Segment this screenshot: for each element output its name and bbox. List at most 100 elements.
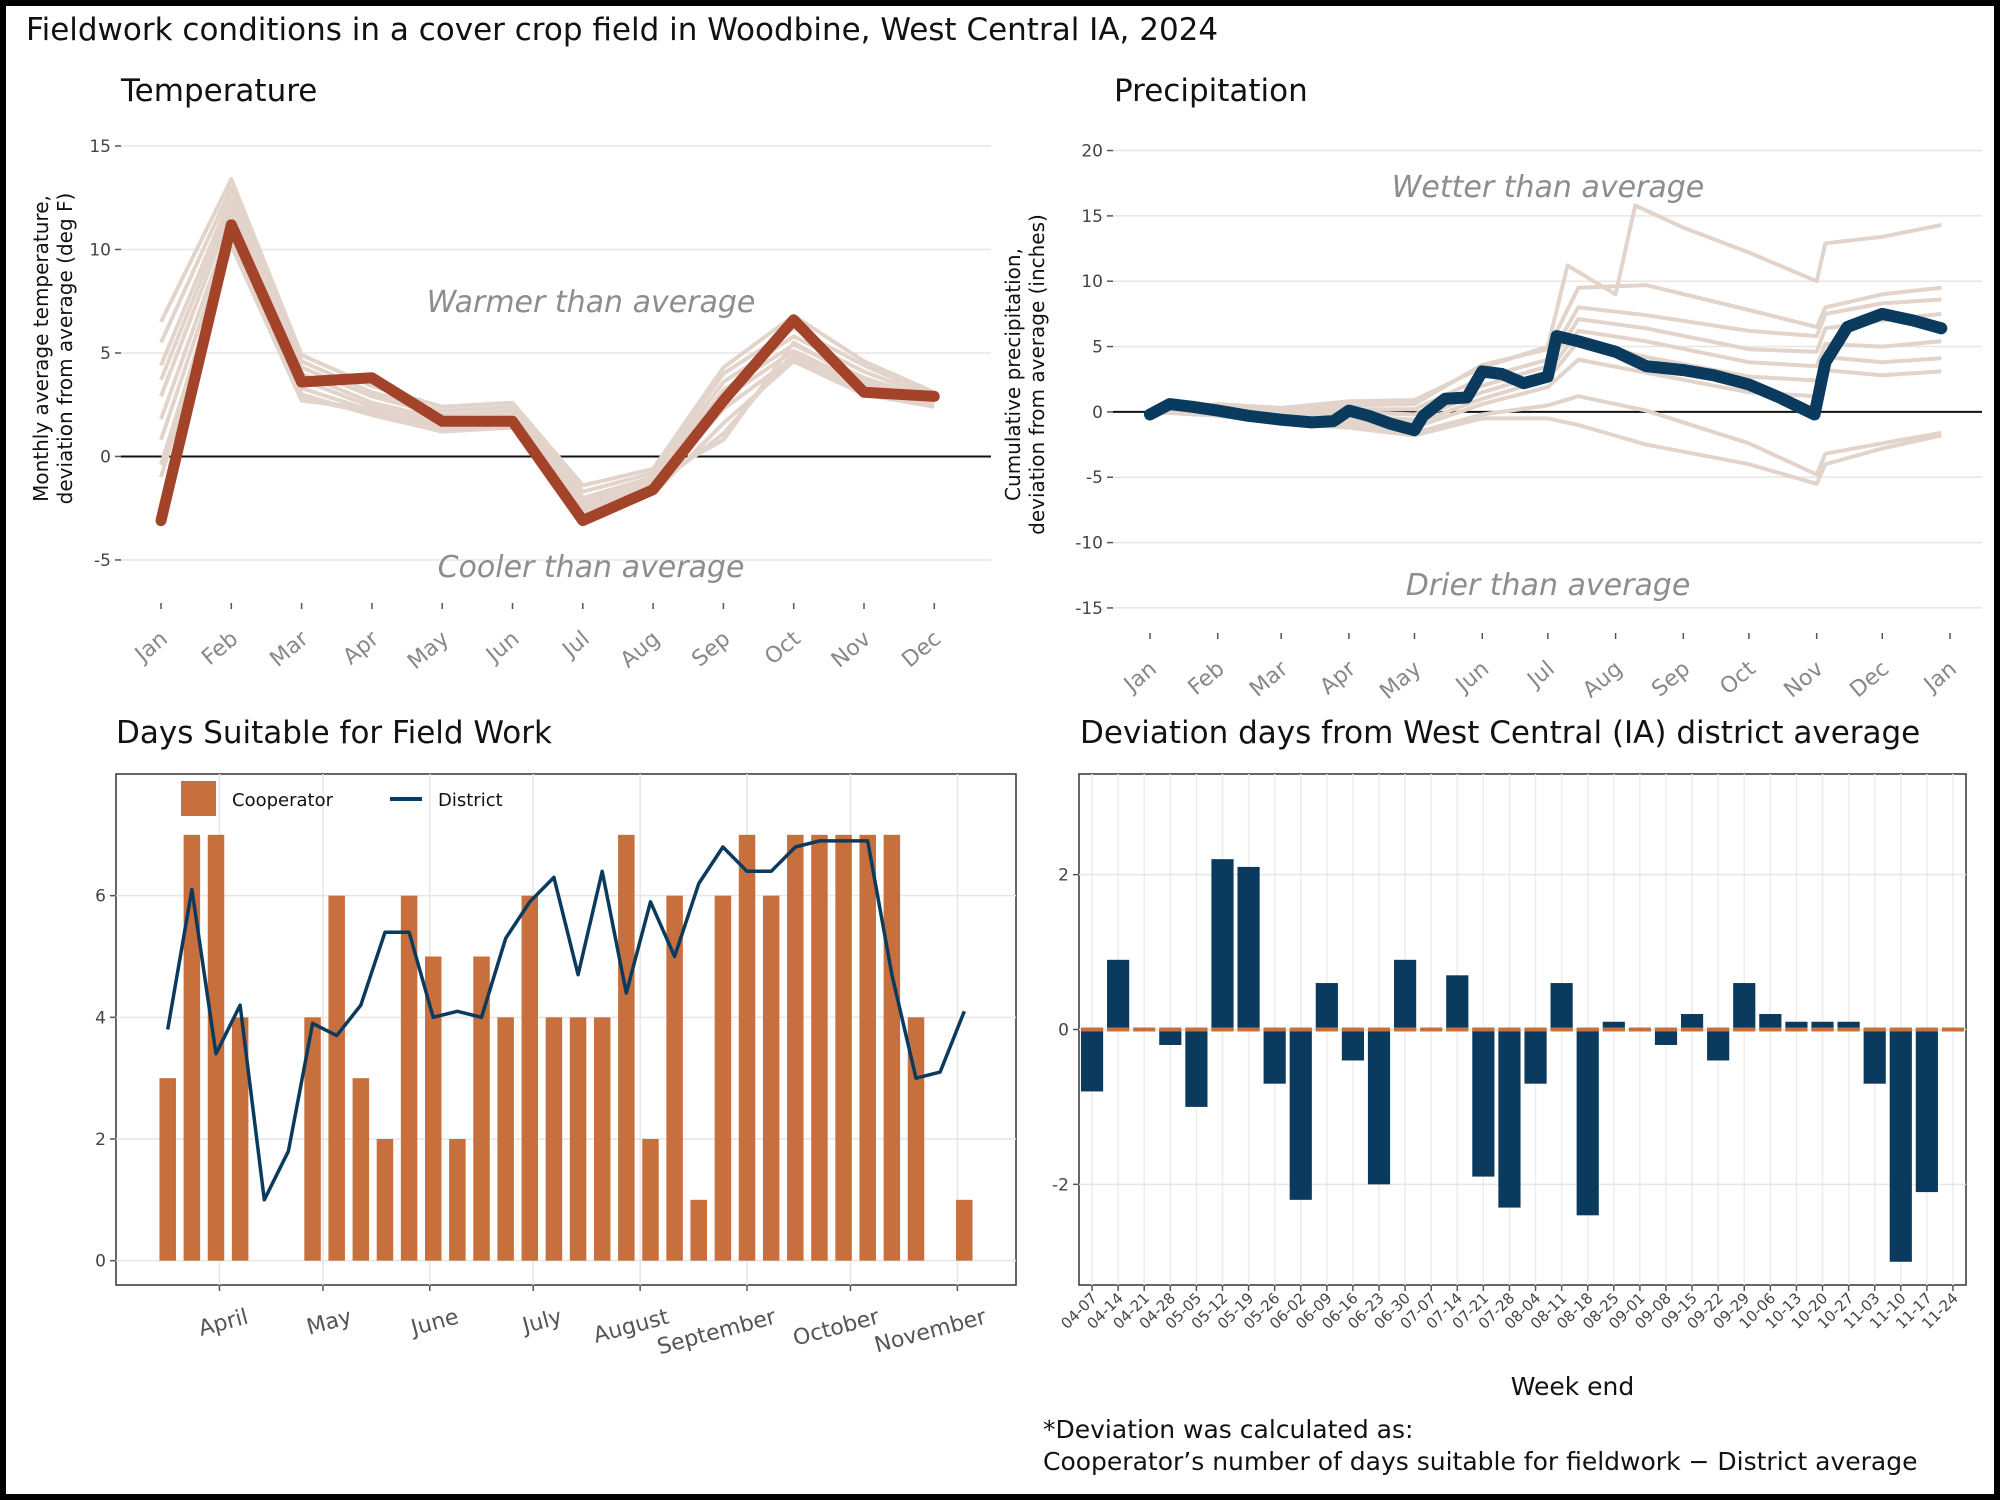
temperature-chart: Temperature -5 0 5 10 15 Monthly average tempe… <box>29 73 991 675</box>
cooperator-bar <box>738 834 756 1261</box>
precipitation-xtick-label: Feb <box>1184 656 1230 700</box>
deviation-bar <box>1524 1029 1547 1084</box>
deviation-bar <box>1811 1021 1834 1030</box>
precipitation-2024-line <box>1144 307 1948 437</box>
precipitation-xtick-label: Aug <box>1578 656 1627 703</box>
cooperator-bar <box>231 1017 249 1261</box>
deviation-bar <box>1394 959 1417 1030</box>
temperature-xtick-label: Nov <box>827 626 876 673</box>
cooperator-bar <box>714 895 732 1261</box>
days-suitable-xtick-label: July <box>518 1305 565 1340</box>
precipitation-ytick-label: 15 <box>1081 207 1103 227</box>
legend-district-label: District <box>438 790 503 811</box>
district-line <box>165 839 966 1202</box>
temperature-ylabel: Monthly average temperature,deviation fr… <box>29 193 77 505</box>
footnote: *Deviation was calculated as: Cooperator… <box>1043 1414 1917 1478</box>
precipitation-xtick-label: Jan <box>1918 656 1962 698</box>
cooperator-bar <box>762 895 780 1261</box>
deviation-bar <box>1889 1029 1912 1262</box>
cooperator-bar <box>859 834 876 1261</box>
deviation-bar <box>1837 1021 1860 1030</box>
precipitation-ylabel-line: deviation from average (inches) <box>1025 214 1049 535</box>
precipitation-ytick-label: 20 <box>1081 142 1103 162</box>
deviation-bar <box>1080 1029 1104 1092</box>
deviation-bar <box>1185 1029 1208 1107</box>
temperature-2024-line <box>155 219 940 527</box>
deviation-bar <box>1211 859 1234 1030</box>
deviation-bar <box>1576 1029 1599 1216</box>
cooperator-bar <box>642 1139 659 1261</box>
deviation-bar <box>1707 1029 1730 1061</box>
precipitation-xtick-label: Dec <box>1845 656 1894 703</box>
precipitation-title: Precipitation <box>1114 73 1308 109</box>
cooperator-bar <box>304 1017 321 1261</box>
temperature-xtick-label: Apr <box>339 626 385 670</box>
days-suitable-ytick-label: 0 <box>95 1252 106 1272</box>
days-suitable-ytick-label: 6 <box>95 887 106 907</box>
days-suitable-xtick-label: September <box>655 1304 780 1360</box>
temperature-annotation-warmer: Warmer than average <box>427 285 756 320</box>
deviation-bar <box>1289 1029 1312 1200</box>
temperature-ylabel-line: deviation from average (deg F) <box>53 193 77 505</box>
deviation-ytick-label: 0 <box>1058 1021 1069 1041</box>
precipitation-xtick-label: Nov <box>1780 656 1829 703</box>
deviation-bar <box>1446 975 1469 1030</box>
temperature-xtick-label: Jan <box>129 626 173 668</box>
footnote-line-1: *Deviation was calculated as: <box>1043 1415 1414 1444</box>
precipitation-ytick-label: 0 <box>1092 403 1103 423</box>
precipitation-ytick-label: -5 <box>1086 468 1103 488</box>
days-suitable-ytick-label: 4 <box>95 1008 106 1028</box>
deviation-xlabel: Week end <box>1511 1372 1635 1401</box>
precipitation-ytick-label: 5 <box>1092 338 1103 358</box>
deviation-bar <box>1498 1029 1521 1208</box>
deviation-bar <box>1472 1029 1495 1177</box>
days-suitable-title: Days Suitable for Field Work <box>116 715 552 751</box>
precipitation-xtick-label: Jun <box>1450 656 1494 699</box>
cooperator-bar <box>956 1199 973 1261</box>
deviation-bar <box>1602 1021 1625 1030</box>
precipitation-annotation-drier: Drier than average <box>1406 568 1691 603</box>
temperature-annotation-cooler: Cooler than average <box>438 550 745 585</box>
days-suitable-plot-border <box>115 773 1017 1286</box>
deviation-ytick-label: 2 <box>1058 866 1069 886</box>
deviation-bar <box>1550 983 1573 1030</box>
temperature-ytick-label: 5 <box>100 344 111 364</box>
footnote-line-2: Cooperator’s number of days suitable for… <box>1043 1447 1918 1476</box>
precipitation-xtick-label: Sep <box>1647 656 1695 702</box>
deviation-bar <box>1654 1029 1678 1045</box>
temperature-xtick-label: Jun <box>480 626 524 669</box>
temperature-ytick-label: 15 <box>89 137 111 157</box>
deviation-bar <box>1107 959 1130 1030</box>
precipitation-xtick-label: Jan <box>1118 656 1162 698</box>
temperature-historic-line <box>159 177 936 488</box>
temperature-xtick-label: Feb <box>197 626 243 670</box>
cooperator-bar <box>328 895 345 1261</box>
precipitation-xtick-label: May <box>1375 656 1426 704</box>
precipitation-xtick-label: Oct <box>1716 656 1761 700</box>
deviation-title: Deviation days from West Central (IA) di… <box>1080 715 1920 751</box>
precipitation-chart: Precipitation -15 -10 -5 0 5 10 15 20 Cumulative … <box>1001 73 1982 705</box>
precipitation-xtick-label: Apr <box>1316 656 1362 700</box>
days-suitable-xtick-label: June <box>407 1305 462 1342</box>
precipitation-annotation-wetter: Wetter than average <box>1392 170 1705 205</box>
days-suitable-xtick-label: April <box>196 1305 251 1342</box>
deviation-bar <box>1680 1014 1704 1030</box>
deviation-bar <box>1785 1021 1808 1030</box>
temperature-ylabel-line: Monthly average temperature, <box>29 195 53 502</box>
temperature-xtick-label: Jul <box>557 626 595 664</box>
cooperator-bar <box>787 834 804 1261</box>
days-suitable-xtick-label: November <box>872 1304 990 1358</box>
cooperator-bar <box>400 895 418 1261</box>
precipitation-ytick-label: -10 <box>1075 534 1103 554</box>
cooperator-bar <box>811 834 828 1261</box>
temperature-xtick-label: Aug <box>616 626 665 673</box>
deviation-bar <box>1237 866 1260 1030</box>
cooperator-bar <box>618 834 635 1261</box>
deviation-bar <box>1863 1029 1886 1084</box>
cooperator-bar <box>159 1078 176 1261</box>
cooperator-bar <box>352 1078 370 1261</box>
cooperator-bar <box>593 1017 611 1261</box>
cooperator-bar <box>545 1017 563 1261</box>
deviation-ytick-label: -2 <box>1052 1175 1069 1195</box>
cooperator-bar <box>569 1017 587 1261</box>
